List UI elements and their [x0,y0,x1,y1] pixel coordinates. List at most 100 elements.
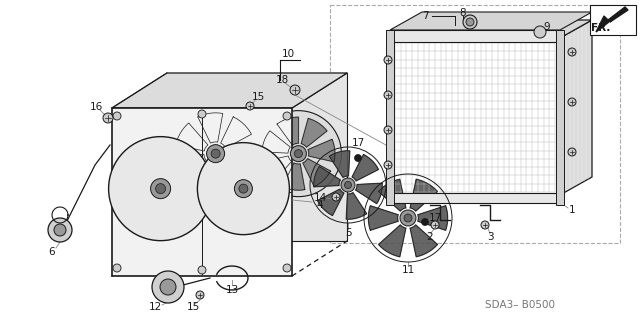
Bar [390,30,560,42]
Bar [112,108,292,276]
Polygon shape [303,159,330,187]
Circle shape [355,154,362,161]
Text: 8: 8 [460,8,467,18]
Text: SDA3– B0500: SDA3– B0500 [485,300,555,310]
Text: 15: 15 [252,92,264,102]
Circle shape [168,106,264,202]
Text: 10: 10 [282,49,294,59]
Polygon shape [317,189,344,215]
Circle shape [196,291,204,299]
Bar [390,193,560,203]
Polygon shape [221,117,252,148]
Circle shape [207,145,225,163]
Text: 18: 18 [275,75,289,85]
Polygon shape [560,20,592,195]
Circle shape [341,178,355,192]
Circle shape [384,161,392,169]
Polygon shape [390,12,592,30]
Circle shape [404,214,412,222]
Polygon shape [346,193,367,219]
Polygon shape [192,163,216,195]
Polygon shape [277,117,298,145]
Text: 3: 3 [486,232,493,242]
Circle shape [156,184,166,194]
Circle shape [48,218,72,242]
Text: 7: 7 [422,11,428,21]
Polygon shape [176,123,208,151]
Circle shape [255,111,341,197]
Text: 2: 2 [427,232,433,242]
Circle shape [54,224,66,236]
Text: 5: 5 [345,228,351,238]
Circle shape [568,98,576,106]
Circle shape [283,264,291,272]
Polygon shape [119,152,153,184]
Polygon shape [356,183,382,204]
Polygon shape [282,163,305,190]
Circle shape [246,102,254,110]
Circle shape [384,91,392,99]
Circle shape [384,126,392,134]
Circle shape [291,146,307,162]
Circle shape [103,113,113,123]
Polygon shape [410,179,437,211]
Circle shape [113,264,121,272]
Circle shape [239,184,248,193]
Polygon shape [168,152,202,184]
Polygon shape [263,156,292,181]
Circle shape [211,149,220,158]
Circle shape [481,221,489,229]
Polygon shape [596,7,628,32]
Text: FR.: FR. [591,23,611,33]
Polygon shape [112,73,347,108]
Polygon shape [410,225,437,257]
Circle shape [109,137,212,241]
Text: 4: 4 [317,200,323,210]
Circle shape [422,219,429,226]
Polygon shape [248,195,276,225]
Circle shape [568,48,576,56]
Circle shape [198,266,206,274]
Text: 13: 13 [225,285,239,295]
Text: 15: 15 [186,302,200,312]
Bar [390,38,560,195]
Polygon shape [172,184,205,211]
Bar [590,5,636,35]
Polygon shape [147,145,173,176]
Circle shape [283,112,291,120]
Text: 1: 1 [569,205,575,215]
Text: 11: 11 [401,265,415,275]
Polygon shape [308,139,335,162]
Circle shape [150,179,171,199]
Text: 14: 14 [314,193,326,203]
Polygon shape [131,198,159,233]
Polygon shape [205,190,235,216]
Text: 9: 9 [544,22,550,32]
Bar [556,30,564,205]
Polygon shape [390,20,592,38]
Polygon shape [262,131,291,153]
Circle shape [534,26,546,38]
Circle shape [198,110,206,118]
Circle shape [463,15,477,29]
Polygon shape [227,145,257,170]
Polygon shape [418,206,447,230]
Bar [386,30,394,205]
Polygon shape [255,176,282,201]
Polygon shape [301,118,327,147]
Circle shape [400,210,416,226]
Polygon shape [116,185,150,212]
Circle shape [568,148,576,156]
Circle shape [294,150,302,158]
Polygon shape [369,206,398,230]
Circle shape [466,18,474,26]
Polygon shape [379,225,406,257]
Circle shape [431,221,439,229]
Polygon shape [314,167,340,187]
Text: 17: 17 [351,138,365,148]
Polygon shape [248,152,276,182]
Text: 6: 6 [49,247,55,257]
Circle shape [234,180,252,198]
Polygon shape [352,154,378,181]
Polygon shape [163,198,191,232]
